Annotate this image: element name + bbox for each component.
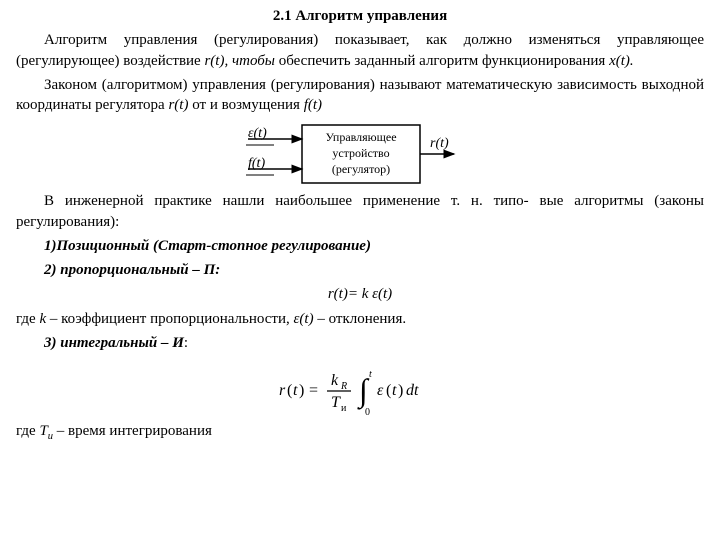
block-diagram-svg: Управляющее устройство (регулятор) ε(t) f(t)… [240, 119, 480, 189]
svg-text:r(t): r(t) [430, 136, 449, 151]
equation-1: r(t)= k ε(t) [16, 284, 704, 304]
svg-text:Управляющее: Управляющее [325, 130, 396, 144]
paragraph-1: Алгоритм управления (регулирования) пока… [16, 30, 704, 71]
svg-text:=: = [309, 382, 318, 399]
svg-text:): ) [398, 382, 403, 399]
svg-text:0: 0 [365, 407, 370, 418]
item3-label: 3) интегральный – И [44, 335, 184, 351]
list-item-2: 2) пропорциональный – П: [16, 260, 704, 280]
p2-text-1: Законом (алгоритмом) управления (регулир… [16, 77, 704, 113]
paragraph-4: где k – коэффициент пропорциональности, … [16, 309, 704, 329]
svg-text:t: t [392, 382, 397, 399]
svg-text:R: R [340, 381, 347, 392]
p5-text-1: где [16, 423, 39, 439]
p5-ital-1: T [39, 423, 47, 439]
svg-text:): ) [299, 382, 304, 399]
svg-text:и: и [341, 403, 347, 414]
p5-text-2: – время интегрирования [53, 423, 212, 439]
list-item-1: 1)Позиционный (Старт-стопное регулирован… [16, 236, 704, 256]
p2-text-2: от и возмущения [188, 97, 303, 113]
svg-text:r: r [279, 382, 286, 399]
svg-text:k: k [331, 372, 339, 389]
block-diagram: Управляющее устройство (регулятор) ε(t) f(t)… [16, 119, 704, 189]
p4-text-1: где [16, 311, 39, 327]
item3-colon: : [184, 335, 188, 351]
integral-formula: r(t)=kRTи∫t0ε(t)dt [16, 357, 704, 419]
p1-ital-1: r(t), чтобы [204, 53, 275, 69]
p2-ital-1: r(t) [168, 97, 188, 113]
paragraph-2: Законом (алгоритмом) управления (регулир… [16, 75, 704, 116]
p4-text-2: – коэффициент пропорциональности, [46, 311, 293, 327]
svg-text:T: T [331, 394, 341, 411]
p1-text-2: обеспечить заданный алгоритм функциониро… [275, 53, 609, 69]
p4-text-3: – отклонения. [314, 311, 407, 327]
svg-text:f(t): f(t) [248, 156, 265, 171]
section-heading: 2.1 Алгоритм управления [16, 6, 704, 26]
svg-text:ε(t): ε(t) [248, 126, 267, 141]
list-item-3: 3) интегральный – И: [16, 333, 704, 353]
p1-ital-2: x(t). [609, 53, 634, 69]
svg-text:(: ( [386, 382, 391, 399]
svg-text:(регулятор): (регулятор) [332, 162, 390, 176]
document-page: 2.1 Алгоритм управления Алгоритм управле… [0, 0, 720, 458]
integral-formula-svg: r(t)=kRTи∫t0ε(t)dt [275, 357, 445, 419]
p2-ital-2: f(t) [304, 97, 322, 113]
svg-text:устройство: устройство [332, 146, 389, 160]
paragraph-5: где Tи – время интегрирования [16, 421, 704, 444]
svg-text:(: ( [287, 382, 292, 399]
p4-ital-2: ε(t) [294, 311, 314, 327]
paragraph-3: В инженерной практике нашли наибольшее п… [16, 191, 704, 232]
svg-text:t: t [293, 382, 298, 399]
svg-text:dt: dt [406, 382, 419, 399]
svg-text:t: t [369, 369, 372, 380]
svg-text:ε: ε [377, 382, 384, 399]
